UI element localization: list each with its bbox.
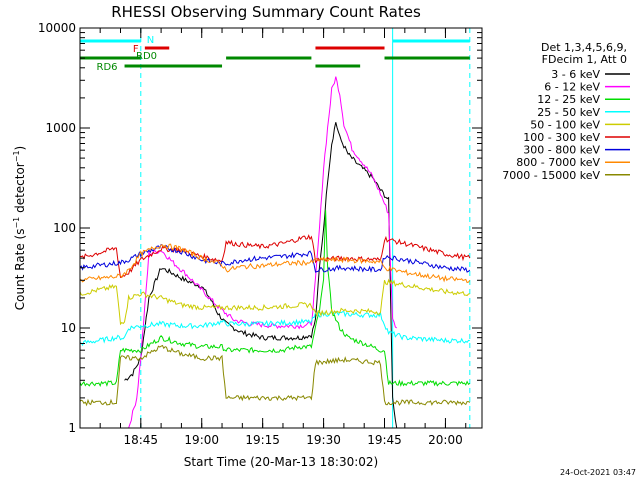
x-tick-label: 19:15 [245,433,280,447]
y-axis-label: Count Rate (s−1 detector−1) [12,146,27,310]
legend-label-6-12-kev: 6 - 12 keV [544,81,600,94]
x-tick-label: 19:45 [367,433,402,447]
legend-header-line: Det 1,3,4,5,6,9, [541,41,627,54]
footer-date: 24-Oct-2021 03:47 [560,468,636,477]
y-tick-label: 1 [68,421,76,435]
series-line-7000-15000-kev [79,344,471,407]
series-line-50-100-kev [79,278,470,326]
state-label-rd0: RD0 [136,51,157,62]
series-line-12-25-kev [79,210,471,387]
series-line-3-6-kev [124,122,398,429]
y-tick-label: 10000 [38,21,76,35]
legend-label-100-300-kev: 100 - 300 keV [523,131,600,144]
x-tick-label: 19:00 [184,433,219,447]
chart-title: RHESSI Observing Summary Count Rates [111,3,421,21]
legend-label-50-100-kev: 50 - 100 keV [530,118,600,131]
x-axis-label: Start Time (20-Mar-13 18:30:02) [184,455,378,469]
legend-label-300-800-kev: 300 - 800 keV [523,144,600,157]
legend: Det 1,3,4,5,6,9,FDecim 1, Att 0 3 - 6 keV… [502,41,630,182]
x-tick-label: 19:30 [306,433,341,447]
axis-layer: 1 10 100 1000 10000 18:45 19:00 19:15 19:30 19:45… [38,21,482,447]
legend-header-line: FDecim 1, Att 0 [542,53,627,66]
y-tick-label: 100 [53,221,76,235]
legend-label-7000-15000-kev: 7000 - 15000 keV [502,169,600,182]
legend-label-25-50-kev: 25 - 50 keV [537,106,600,119]
series-line-100-300-kev [79,234,471,278]
state-label-f: F [133,44,139,55]
state-label-rd6: RD6 [97,62,118,73]
y-tick-label: 1000 [45,121,76,135]
legend-label-800-7000-kev: 800 - 7000 keV [516,156,600,169]
y-tick-label: 10 [61,321,76,335]
series-line-25-50-kev [79,310,470,347]
legend-label-12-25-kev: 12 - 25 keV [537,93,600,106]
legend-label-3-6-kev: 3 - 6 keV [551,68,600,81]
series-line-6-12-kev [128,76,398,429]
x-tick-label: 20:00 [428,433,463,447]
series-line-800-7000-kev [79,243,471,284]
series-line-300-800-kev [79,243,471,273]
x-tick-label: 18:45 [123,433,158,447]
state-label-n: N [147,35,154,46]
